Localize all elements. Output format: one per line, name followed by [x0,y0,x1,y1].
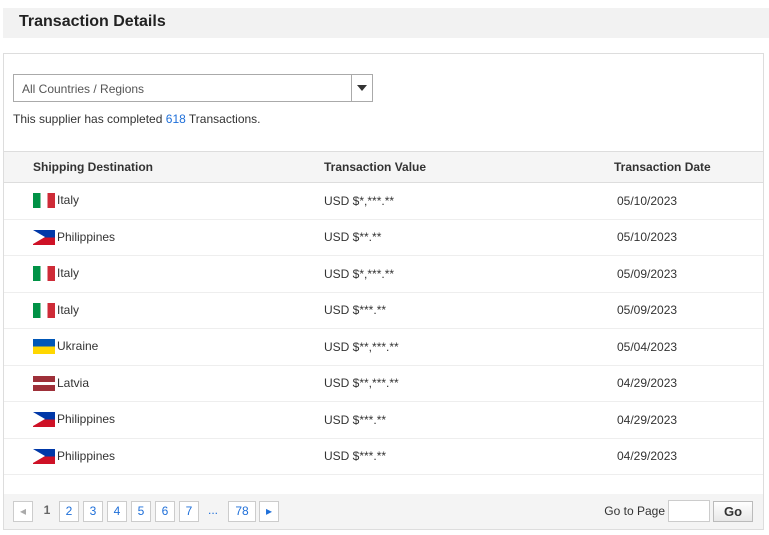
page-button[interactable]: 2 [59,501,79,522]
flag-it-icon [33,302,55,318]
table-row: Italy USD $*,***.** 05/10/2023 [4,182,763,220]
transaction-count: 618 [165,112,186,126]
flag-ph-icon [33,412,55,428]
goto-page-label: Go to Page [604,504,665,518]
next-page-button[interactable]: ▸ [259,501,279,522]
page-title: Transaction Details [19,13,166,30]
table-row: Philippines USD $***.** 04/29/2023 [4,438,763,475]
date-cell: 04/29/2023 [614,401,763,439]
country-name: Philippines [57,412,116,427]
header-transaction-value: Transaction Value [324,151,614,183]
page-button[interactable]: 3 [83,501,103,522]
goto-page-input[interactable] [668,500,710,522]
transaction-summary: This supplier has completed 618 Transact… [13,112,261,126]
flag-ph-icon [33,448,55,464]
destination-cell: Italy [4,292,324,329]
flag-it-icon [33,266,55,282]
date-cell: 05/10/2023 [614,182,763,220]
date-cell: 05/09/2023 [614,292,763,329]
value-cell: USD $***.** [324,292,614,329]
header-shipping-destination: Shipping Destination [4,151,324,183]
date-cell: 05/04/2023 [614,328,763,366]
value-cell: USD $**.** [324,219,614,256]
value-cell: USD $*,***.** [324,255,614,293]
transactions-panel: All Countries / Regions This supplier ha… [3,53,764,530]
value-cell: USD $**,***.** [324,365,614,402]
destination-cell: Italy [4,255,324,293]
page-button[interactable]: 4 [107,501,127,522]
table-row: Ukraine USD $**,***.** 05/04/2023 [4,328,763,366]
destination-cell: Philippines [4,438,324,475]
page-button[interactable]: 7 [179,501,199,522]
flag-lv-icon [33,375,55,391]
go-button[interactable]: Go [713,501,753,522]
value-cell: USD $***.** [324,401,614,439]
destination-cell: Philippines [4,219,324,256]
table-row: Italy USD $*,***.** 05/09/2023 [4,255,763,293]
table-row: Italy USD $***.** 05/09/2023 [4,292,763,329]
date-cell: 05/09/2023 [614,255,763,293]
country-name: Italy [57,302,80,317]
select-value: All Countries / Regions [22,82,145,96]
flag-ua-icon [33,339,55,355]
pagination-ellipsis: ... [207,503,218,517]
page-button-last[interactable]: 78 [228,501,256,522]
destination-cell: Latvia [4,365,324,402]
page-button[interactable]: 5 [131,501,151,522]
table-row: Latvia USD $**,***.** 04/29/2023 [4,365,763,402]
country-region-select[interactable]: All Countries / Regions [13,74,373,102]
destination-cell: Italy [4,182,324,220]
summary-suffix: Transactions. [188,112,261,126]
page-button[interactable]: 6 [155,501,175,522]
page-current: 1 [43,503,51,517]
destination-cell: Ukraine [4,328,324,366]
destination-cell: Philippines [4,401,324,439]
table-row: Philippines USD $***.** 04/29/2023 [4,401,763,439]
flag-it-icon [33,193,55,209]
date-cell: 05/10/2023 [614,219,763,256]
value-cell: USD $**,***.** [324,328,614,366]
table-row: Philippines USD $**.** 05/10/2023 [4,219,763,256]
header-transaction-date: Transaction Date [614,151,763,183]
country-name: Ukraine [57,339,99,354]
date-cell: 04/29/2023 [614,438,763,475]
date-cell: 04/29/2023 [614,365,763,402]
country-name: Latvia [57,375,90,390]
value-cell: USD $***.** [324,438,614,475]
country-name: Italy [57,193,80,208]
section-header: Transaction Details [3,8,769,38]
country-name: Italy [57,266,80,281]
flag-ph-icon [33,229,55,245]
country-name: Philippines [57,229,116,244]
chevron-down-icon[interactable] [351,75,372,101]
summary-prefix: This supplier has completed [13,112,163,126]
country-name: Philippines [57,448,116,463]
value-cell: USD $*,***.** [324,182,614,220]
transactions-table: Shipping Destination Transaction Value T… [4,151,763,475]
prev-page-button[interactable]: ◂ [13,501,33,522]
